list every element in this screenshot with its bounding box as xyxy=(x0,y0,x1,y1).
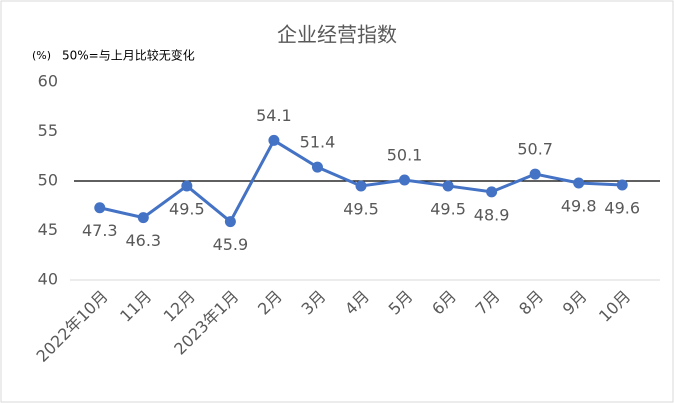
point xyxy=(399,174,411,186)
point xyxy=(268,134,280,146)
value-label: 49.5 xyxy=(343,199,379,218)
annotation: 50%=与上月比较无变化 xyxy=(62,48,195,63)
point xyxy=(311,161,323,173)
value-label: 49.5 xyxy=(169,199,205,218)
y-tick-label: 60 xyxy=(38,72,58,91)
value-label: 49.6 xyxy=(604,198,640,217)
point xyxy=(181,180,193,192)
value-label: 49.8 xyxy=(561,196,597,215)
point xyxy=(573,177,585,189)
value-label: 46.3 xyxy=(125,231,161,250)
point xyxy=(224,216,236,228)
point xyxy=(616,179,628,191)
y-tick-label: 45 xyxy=(38,220,58,239)
point xyxy=(355,180,367,192)
y-tick-label: 40 xyxy=(38,270,58,289)
value-label: 51.4 xyxy=(300,133,336,152)
value-label: 54.1 xyxy=(256,106,292,125)
value-label: 45.9 xyxy=(213,235,249,254)
value-label: 50.7 xyxy=(517,140,553,159)
value-label: 49.5 xyxy=(430,199,466,218)
point xyxy=(486,186,498,198)
point xyxy=(94,202,106,214)
chart-title: 企业经营指数 xyxy=(277,23,397,47)
y-tick-label: 55 xyxy=(38,121,58,140)
point xyxy=(137,212,149,224)
value-label: 50.1 xyxy=(387,146,423,165)
point xyxy=(529,168,541,180)
y-unit: (%) xyxy=(32,49,51,62)
value-label: 48.9 xyxy=(474,205,510,224)
value-label: 47.3 xyxy=(82,221,118,240)
y-tick-label: 50 xyxy=(38,171,58,190)
point xyxy=(442,180,454,192)
